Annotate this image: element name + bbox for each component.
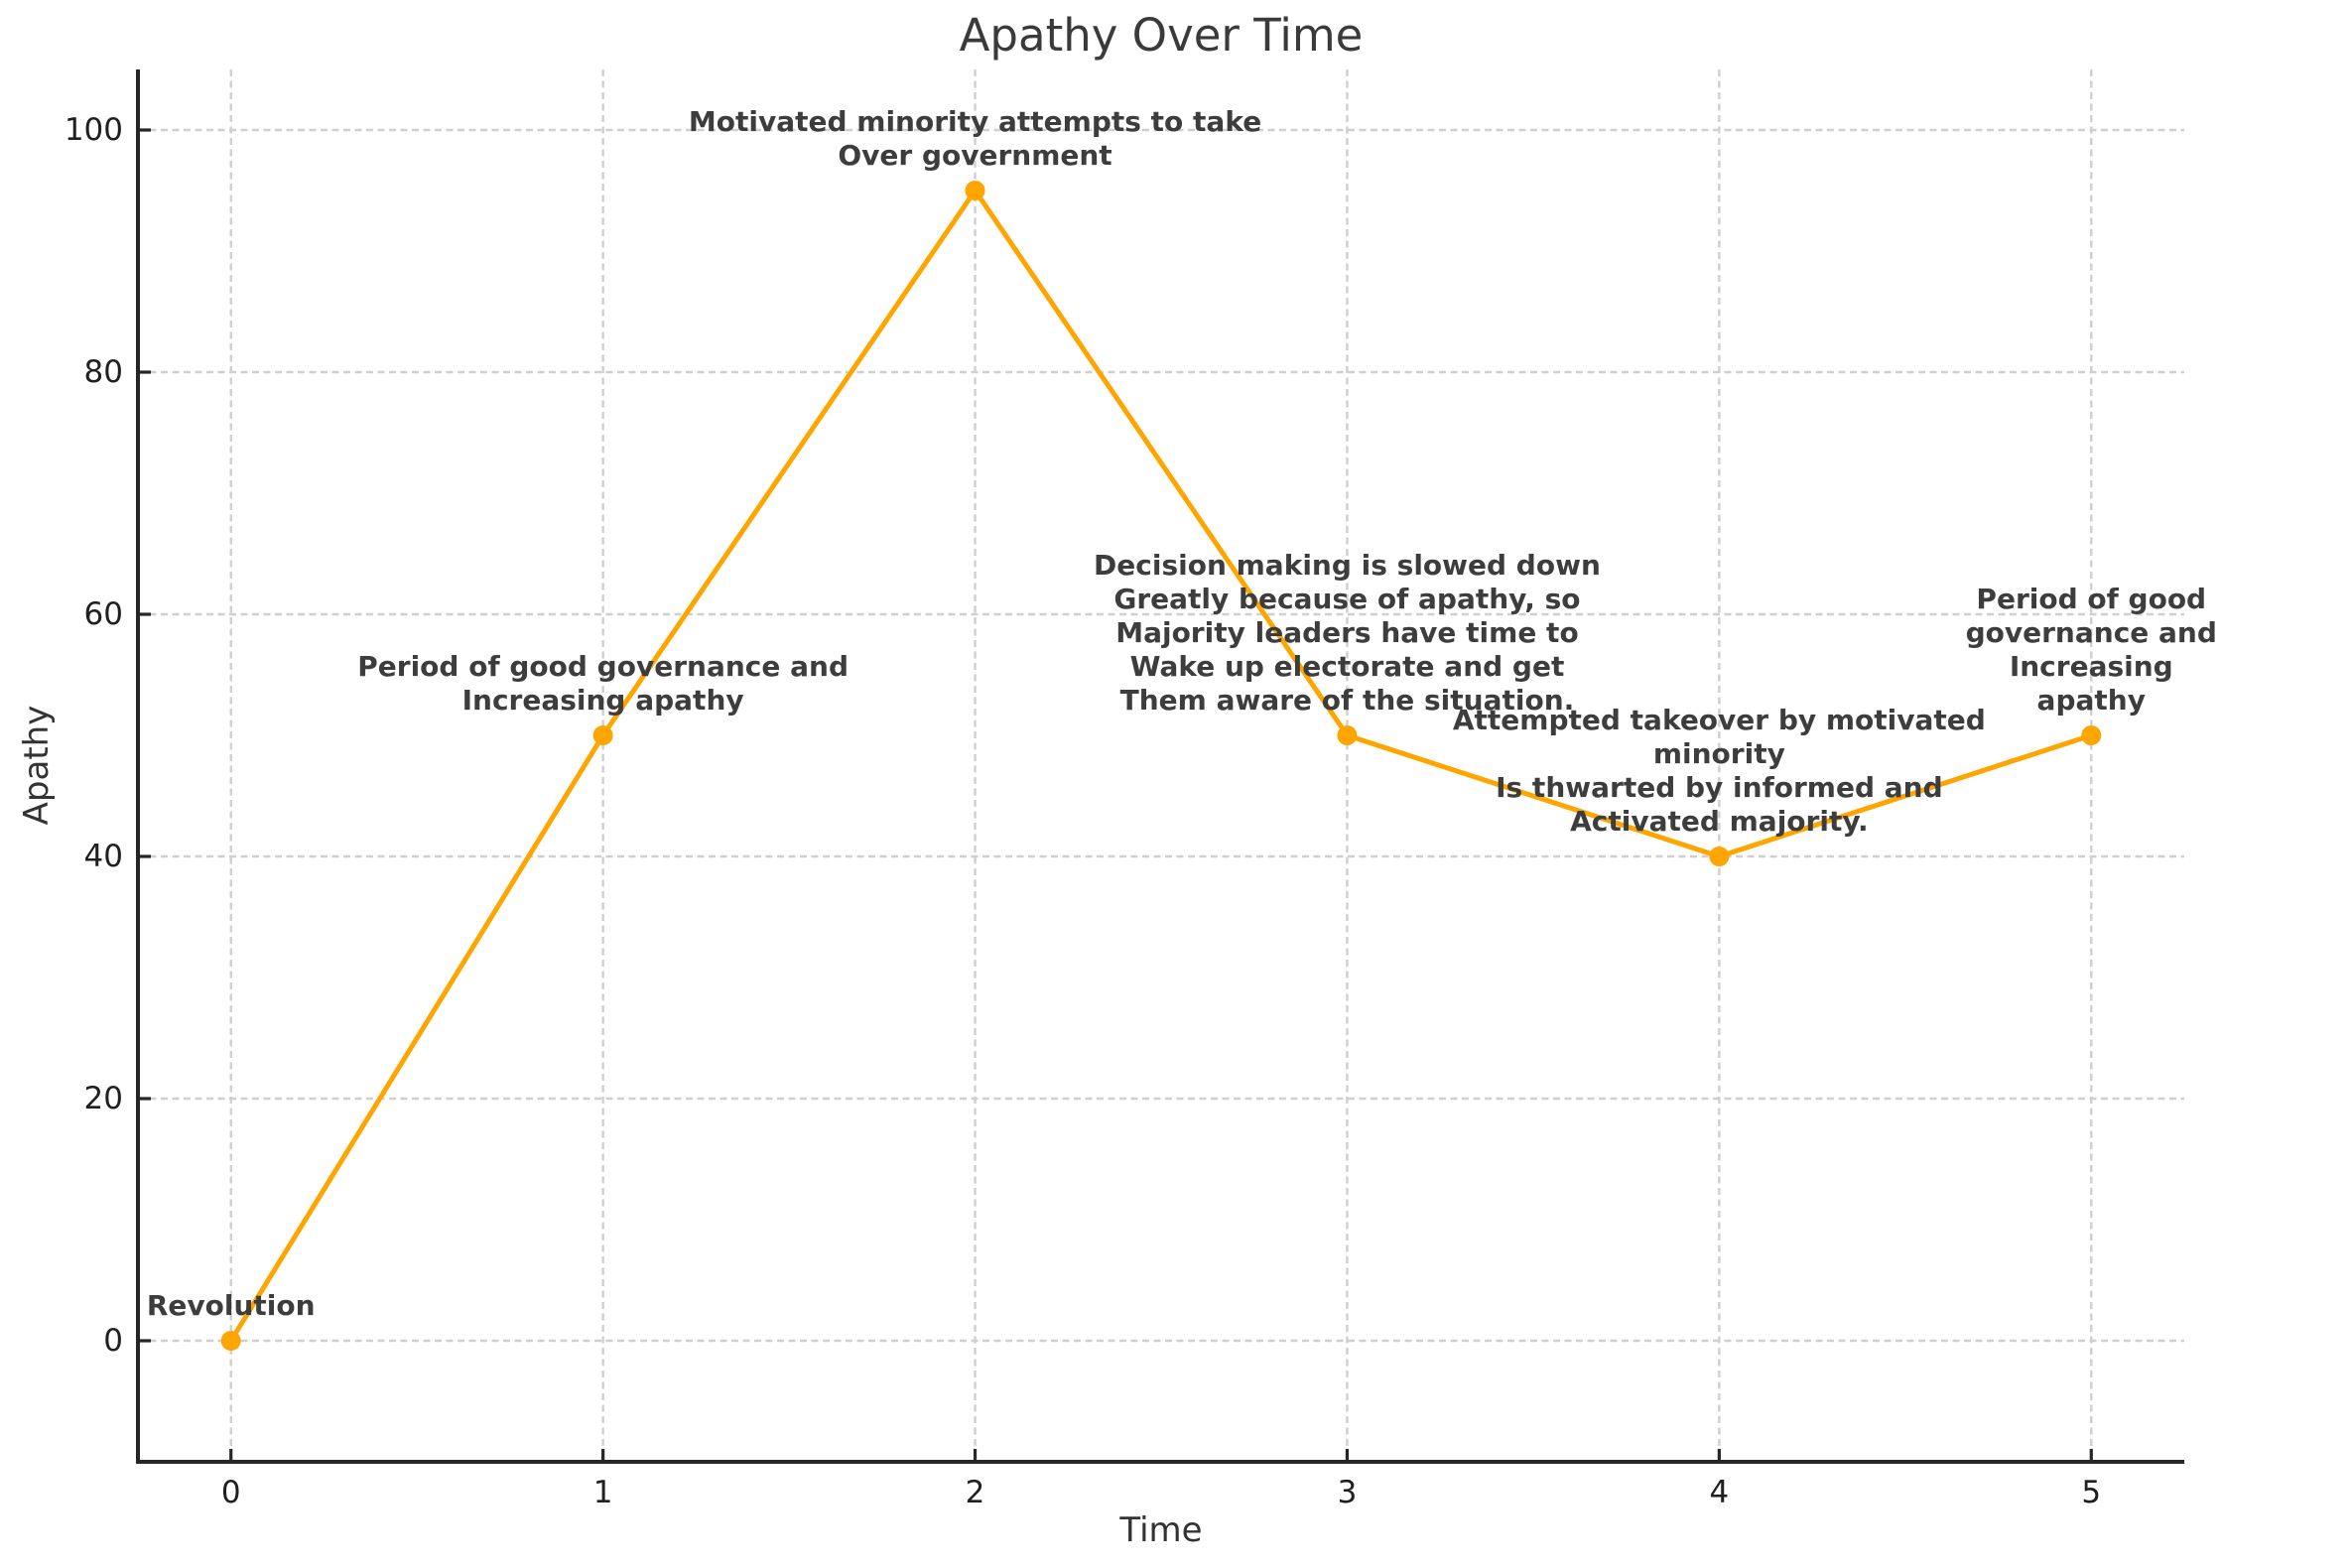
data-line <box>228 188 2094 1344</box>
data-point-marker <box>2081 725 2102 745</box>
annotation: Decision making is slowed down Greatly b… <box>1094 549 1601 717</box>
annotation: Period of good governance and Increasing… <box>1965 583 2217 717</box>
data-point-marker <box>220 1331 241 1351</box>
y-tick-label: 60 <box>83 596 123 632</box>
y-tick-label: 0 <box>103 1323 123 1359</box>
x-tick-label: 5 <box>2081 1475 2102 1510</box>
data-point-marker <box>592 725 613 745</box>
x-axis-label: Time <box>1119 1510 1203 1550</box>
y-axis-label: Apathy <box>17 705 57 826</box>
x-tick-label: 2 <box>965 1475 985 1510</box>
data-point-marker <box>1337 725 1358 745</box>
x-tick-label: 1 <box>592 1475 613 1510</box>
annotation: Revolution <box>146 1289 316 1322</box>
y-tick-label: 20 <box>83 1081 123 1116</box>
x-tick-label: 4 <box>1709 1475 1730 1510</box>
data-point-marker <box>1709 847 1730 866</box>
chart-title: Apathy Over Time <box>959 9 1364 62</box>
annotation: Motivated minority attempts to take Over… <box>688 105 1262 172</box>
data-point-marker <box>965 181 985 200</box>
y-tick-label: 40 <box>83 839 123 874</box>
annotation: Period of good governance and Increasing… <box>357 650 849 717</box>
y-tick-label: 80 <box>83 354 123 390</box>
x-tick-label: 3 <box>1337 1475 1358 1510</box>
y-tick-label: 100 <box>64 112 123 148</box>
x-tick-label: 0 <box>220 1475 241 1510</box>
annotation: Attempted takeover by motivated minority… <box>1452 704 1986 838</box>
